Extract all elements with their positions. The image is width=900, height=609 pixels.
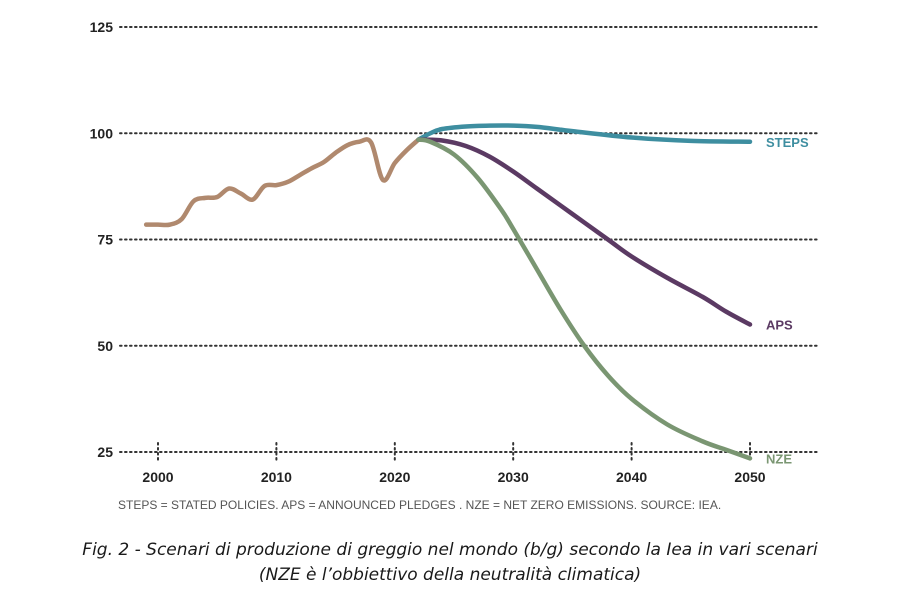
x-tick-label: 2050 <box>734 469 765 485</box>
series-lines <box>143 123 753 461</box>
x-tick-label: 2000 <box>142 469 173 485</box>
x-axis-tick-labels: 2000 2010 2020 2030 2040 2050 <box>142 442 766 485</box>
y-tick-label: 75 <box>97 232 113 248</box>
figure-caption: Fig. 2 - Scenari di produzione di greggi… <box>0 538 900 588</box>
series-line-aps <box>416 137 753 327</box>
x-tick-label: 2030 <box>498 469 529 485</box>
source-note: STEPS = STATED POLICIES. APS = ANNOUNCED… <box>118 498 721 512</box>
line-chart: 125 100 75 50 25 2000 2010 2020 2030 2040 2050 ST… <box>90 19 819 512</box>
series-label-steps: STEPS <box>766 135 809 150</box>
series-label-nze: NZE <box>766 451 792 466</box>
y-tick-label: 100 <box>90 125 114 141</box>
series-line-historical <box>143 137 421 228</box>
x-tick-label: 2020 <box>379 469 410 485</box>
x-tick-label: 2010 <box>261 469 292 485</box>
series-label-aps: APS <box>766 318 793 333</box>
y-tick-label: 50 <box>97 338 113 354</box>
series-labels: STEPS APS NZE <box>766 135 809 467</box>
caption-line-2: (NZE è l’obbiettivo della neutralità cli… <box>258 565 642 585</box>
gridlines <box>119 26 819 453</box>
x-tick-label: 2040 <box>616 469 647 485</box>
y-tick-label: 125 <box>90 19 114 35</box>
y-axis-tick-labels: 125 100 75 50 25 <box>90 19 114 460</box>
caption-line-1: Fig. 2 - Scenari di produzione di greggi… <box>82 540 818 560</box>
series-line-nze <box>416 137 753 461</box>
series-line-steps <box>416 123 753 144</box>
y-tick-label: 25 <box>97 444 113 460</box>
